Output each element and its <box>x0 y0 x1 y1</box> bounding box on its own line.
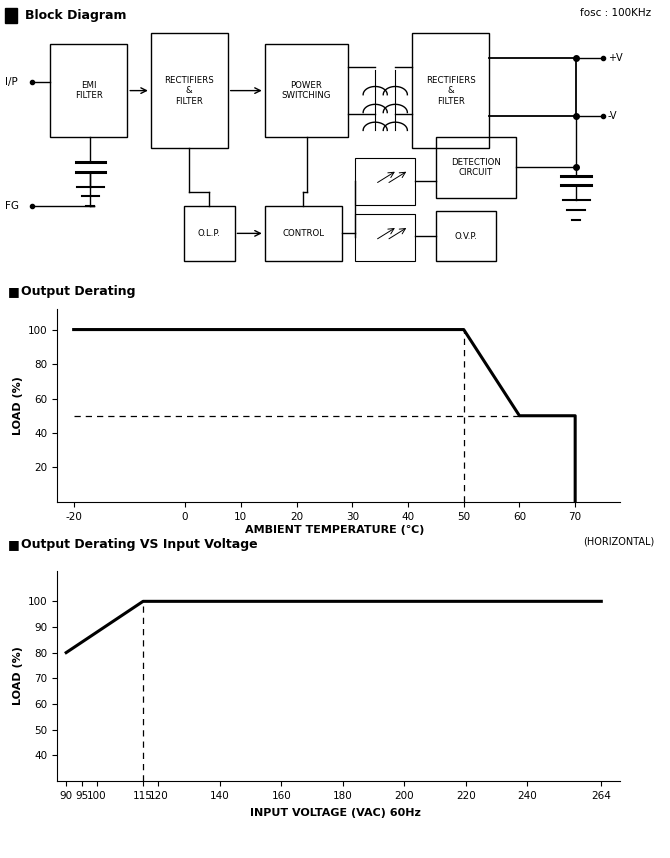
Text: EMI
FILTER: EMI FILTER <box>75 81 103 100</box>
Text: ■: ■ <box>8 538 20 552</box>
Bar <box>412 33 489 148</box>
Text: O.V.P.: O.V.P. <box>454 232 477 240</box>
Bar <box>50 44 127 137</box>
Text: RECTIFIERS
&
FILTER: RECTIFIERS & FILTER <box>164 76 214 106</box>
Bar <box>5 9 17 23</box>
Text: Block Diagram: Block Diagram <box>25 9 127 22</box>
Bar <box>436 211 496 261</box>
Text: fosc : 100KHz: fosc : 100KHz <box>580 9 651 18</box>
Bar <box>355 158 415 204</box>
Bar <box>436 137 516 197</box>
Text: O.L.P.: O.L.P. <box>198 229 220 238</box>
Text: Output Derating: Output Derating <box>21 285 136 299</box>
Bar <box>355 214 415 261</box>
Text: +V: +V <box>608 53 622 63</box>
Text: I/P: I/P <box>5 77 18 88</box>
Text: FG: FG <box>5 201 19 211</box>
Text: RECTIFIERS
&
FILTER: RECTIFIERS & FILTER <box>425 76 476 106</box>
Bar <box>184 206 234 261</box>
Text: (HORIZONTAL): (HORIZONTAL) <box>584 536 655 547</box>
Text: CONTROL: CONTROL <box>282 229 324 238</box>
Y-axis label: LOAD (%): LOAD (%) <box>13 646 23 705</box>
Bar <box>151 33 228 148</box>
Bar <box>265 206 342 261</box>
Text: INPUT VOLTAGE (VAC) 60Hz: INPUT VOLTAGE (VAC) 60Hz <box>249 808 421 819</box>
Y-axis label: LOAD (%): LOAD (%) <box>13 376 23 435</box>
Text: -V: -V <box>608 111 617 121</box>
Text: AMBIENT TEMPERATURE (℃): AMBIENT TEMPERATURE (℃) <box>245 525 425 535</box>
Text: ■: ■ <box>8 285 20 299</box>
Bar <box>265 44 348 137</box>
Text: Output Derating VS Input Voltage: Output Derating VS Input Voltage <box>21 538 258 552</box>
Text: POWER
SWITCHING: POWER SWITCHING <box>282 81 331 100</box>
Text: DETECTION
CIRCUIT: DETECTION CIRCUIT <box>451 158 500 178</box>
